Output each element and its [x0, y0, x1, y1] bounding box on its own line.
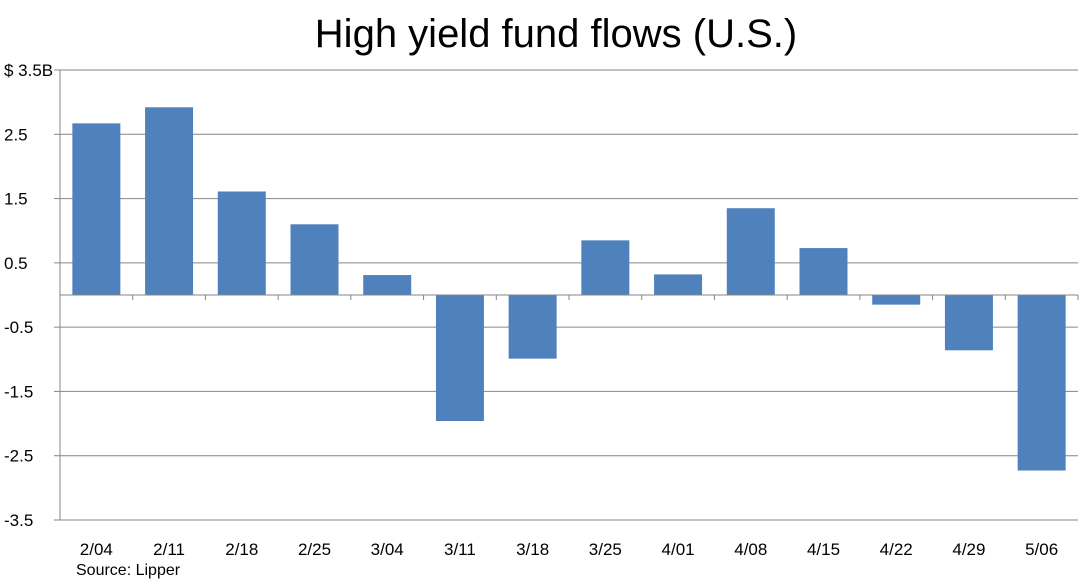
x-axis-tick-labels: 2/04 2/11 2/18 2/25 3/04 3/11 3/18 3/25 4/01 4/08…: [80, 540, 1058, 559]
bar-4-29: [944, 295, 993, 351]
y-tick-label: -2.5: [4, 447, 33, 466]
x-tick-label: 4/22: [880, 540, 913, 559]
bar-4-01: [654, 274, 703, 295]
y-tick-label: -1.5: [4, 382, 33, 401]
bar-2-11: [145, 107, 194, 296]
x-tick-label: 4/29: [952, 540, 985, 559]
y-tick-label: 2.5: [4, 125, 28, 144]
bar-4-08: [726, 208, 775, 295]
bar-3-11: [435, 295, 484, 421]
bar-3-25: [581, 240, 630, 295]
x-tick-label: 2/11: [153, 540, 185, 559]
x-tick-label: 2/04: [80, 540, 113, 559]
x-tick-label: 3/25: [589, 540, 622, 559]
bar-5-06: [1017, 295, 1066, 471]
bar-4-22: [872, 295, 921, 305]
y-tick-label: -3.5: [4, 511, 33, 530]
x-tick-label: 4/15: [807, 540, 840, 559]
y-tick-label: 0.5: [4, 254, 28, 273]
x-tick-label: 3/18: [516, 540, 549, 559]
axes: [54, 69, 1079, 521]
bar-3-04: [363, 275, 412, 295]
x-tick-label: 2/18: [225, 540, 258, 559]
x-tick-label: 3/04: [371, 540, 404, 559]
x-tick-label: 4/08: [734, 540, 767, 559]
bar-2-18: [217, 191, 266, 295]
x-tick-label: 4/01: [662, 540, 695, 559]
bar-4-15: [799, 248, 848, 295]
bars: [72, 107, 1066, 471]
y-tick-label: $ 3.5B: [4, 61, 53, 80]
chart-title: High yield fund flows (U.S.): [315, 12, 797, 56]
x-tick-label: 2/25: [298, 540, 331, 559]
x-tick-label: 5/06: [1025, 540, 1058, 559]
y-tick-label: 1.5: [4, 190, 28, 209]
bar-2-25: [290, 224, 339, 295]
source-note: Source: Lipper: [76, 562, 181, 579]
bar-2-04: [72, 123, 121, 295]
x-tick-label: 3/11: [444, 540, 476, 559]
y-tick-label: -0.5: [4, 318, 33, 337]
y-axis-tick-labels: $ 3.5B 2.5 1.5 0.5 -0.5 -1.5 -2.5 -3.5: [4, 61, 53, 530]
bar-3-18: [508, 295, 557, 359]
